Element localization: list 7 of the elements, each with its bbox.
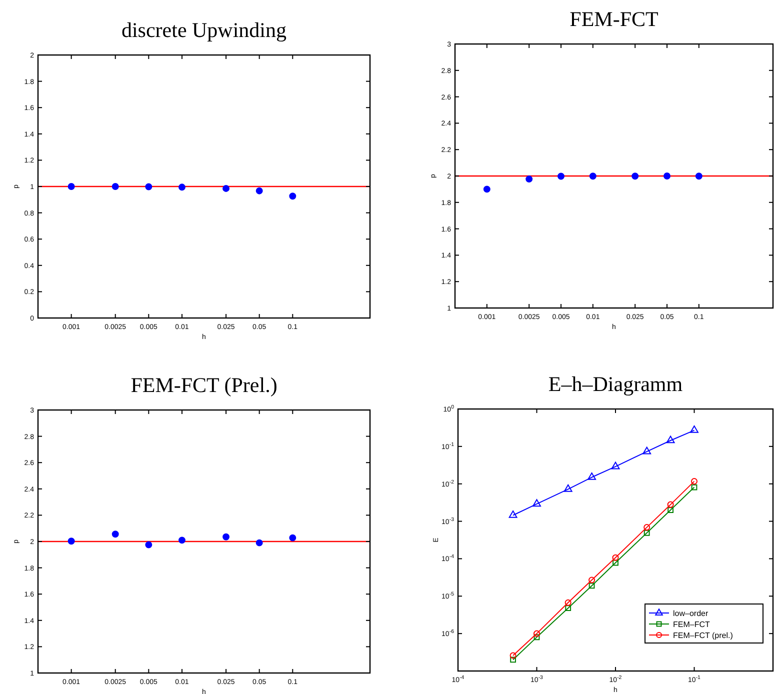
legend-label: FEM–FCT (prel.) [673, 631, 734, 640]
legend-label: FEM–FCT [673, 620, 710, 629]
chart-title: FEM-FCT [570, 7, 659, 31]
chart-title: FEM-FCT (Prel.) [130, 373, 278, 397]
legend-label: low–order [673, 609, 708, 618]
chart-title: discrete Upwinding [121, 18, 288, 42]
chart-title: E–h–Diagramm [548, 372, 683, 396]
